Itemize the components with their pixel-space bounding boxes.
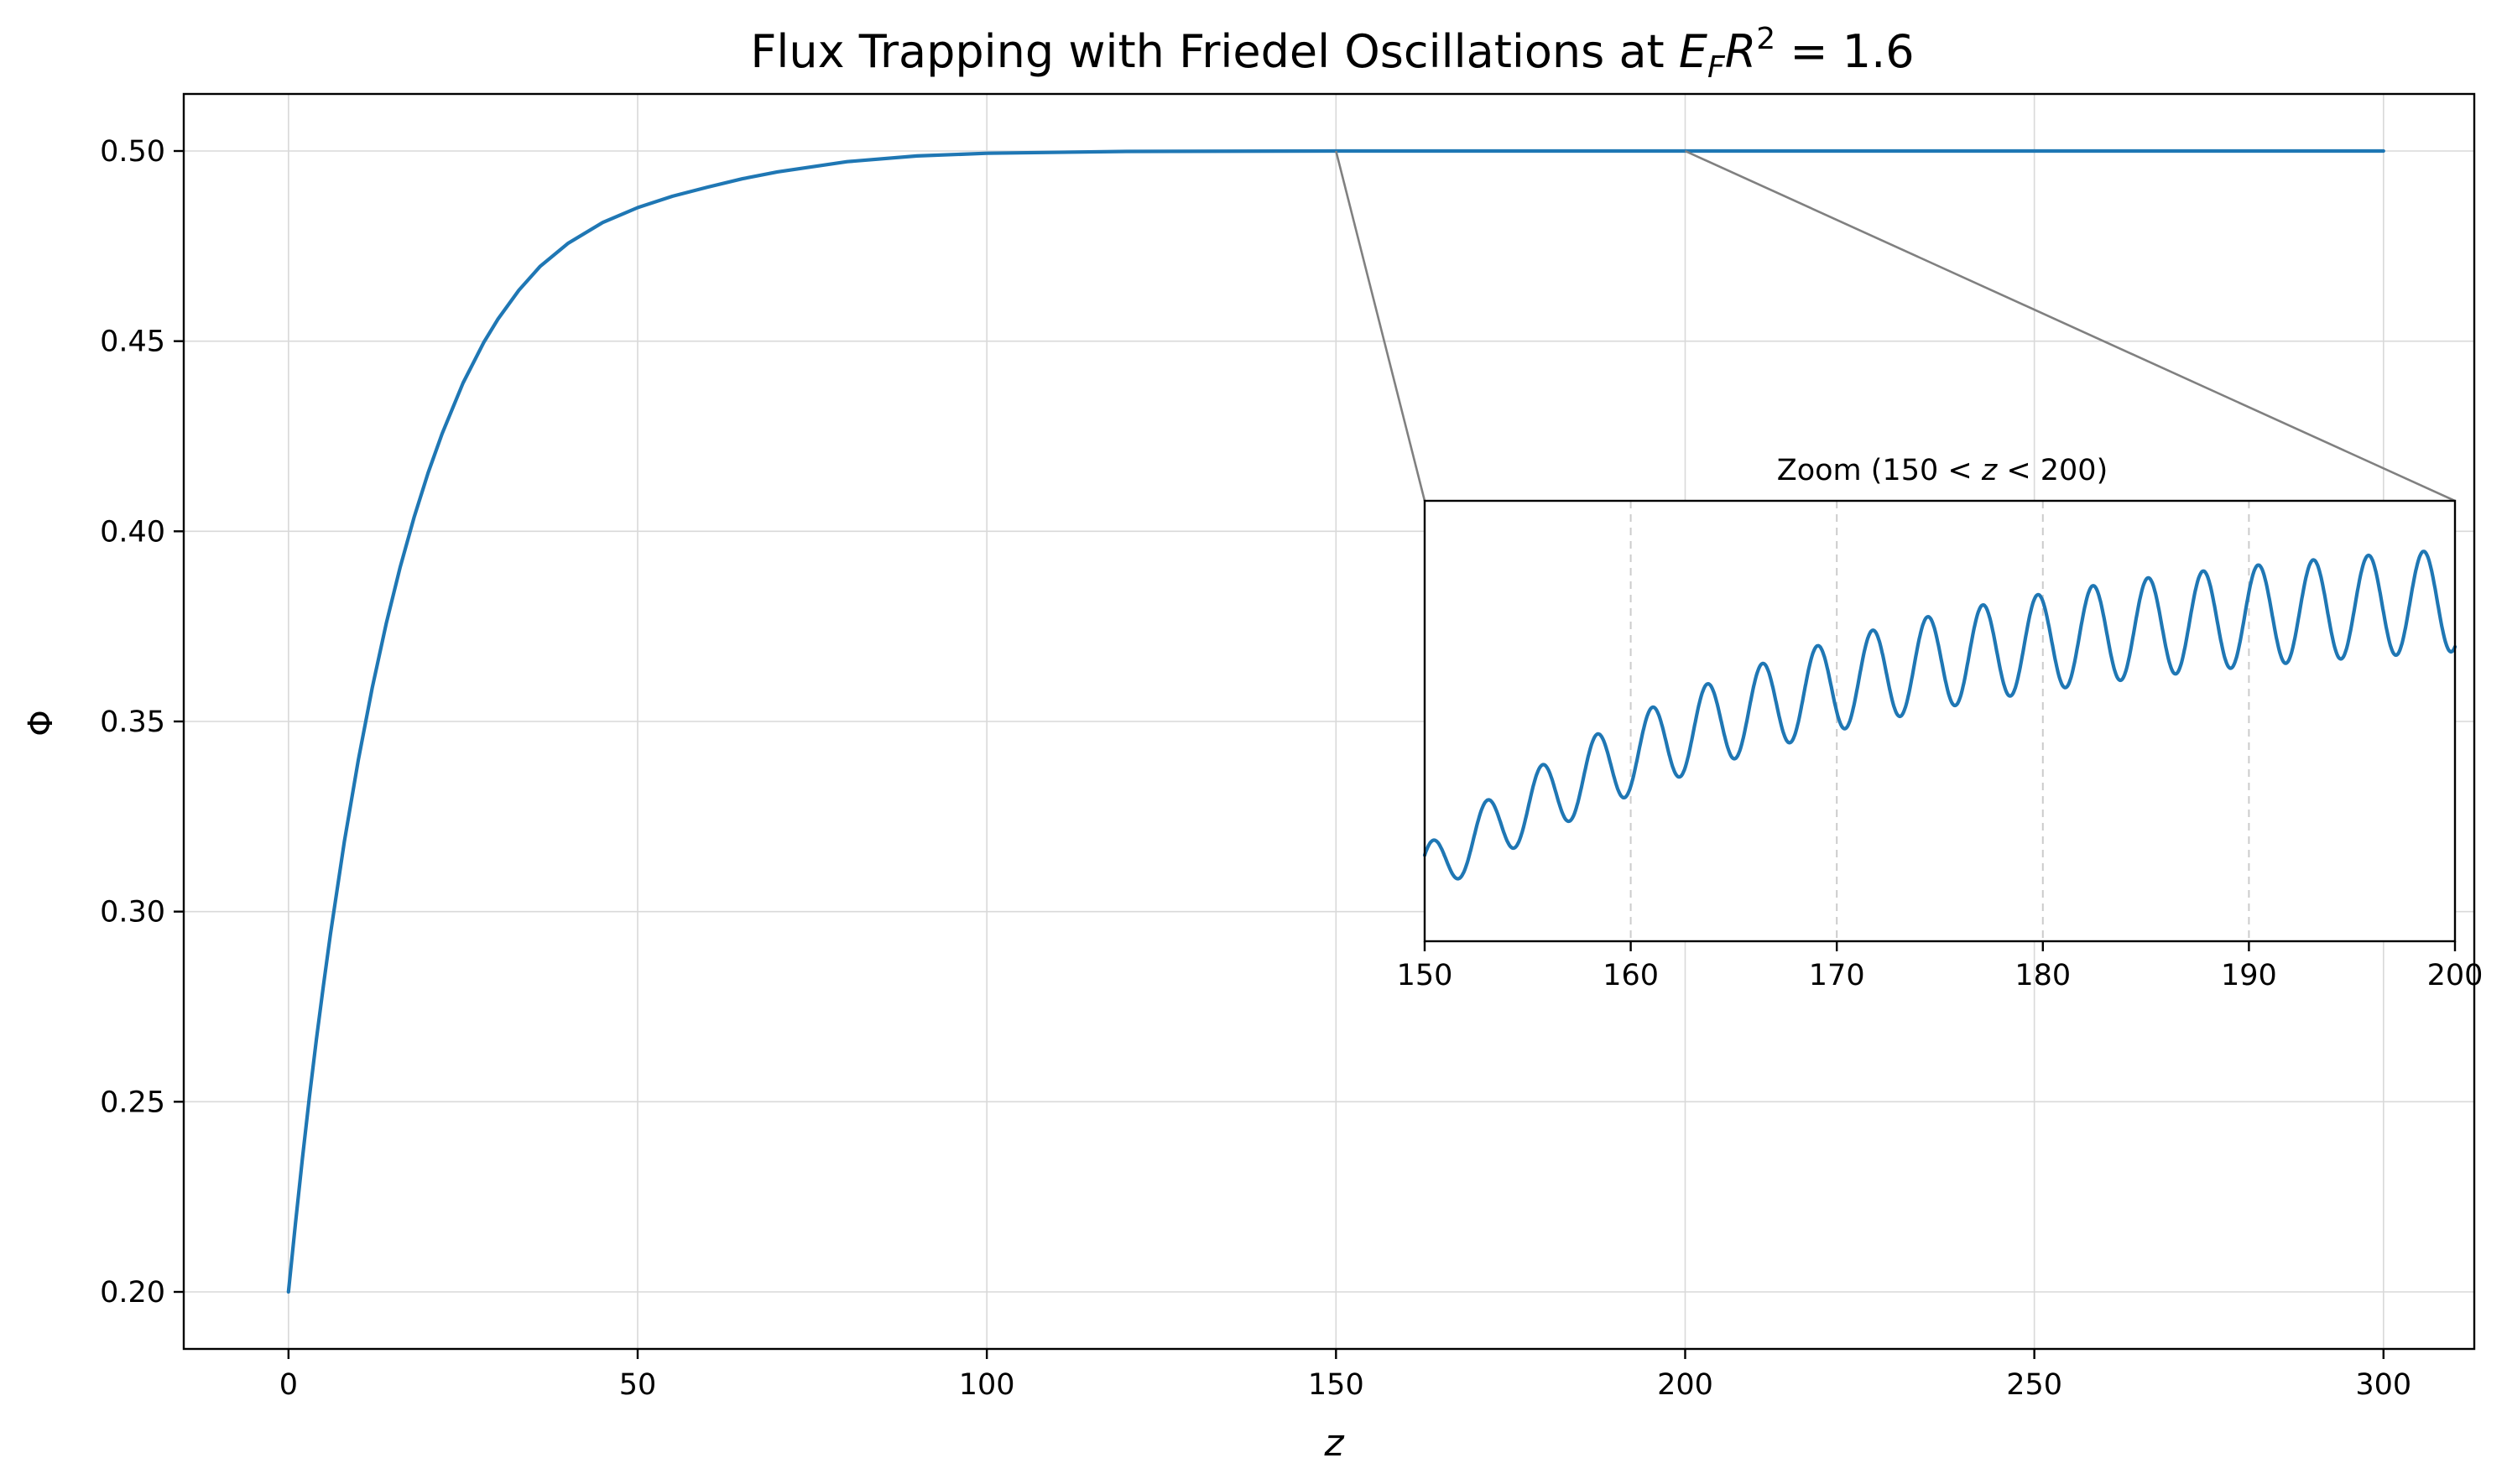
main-x-tick-label: 200 [1657, 1368, 1713, 1402]
inset-plot-frame [1423, 499, 2457, 943]
main-x-ticks: 0 50 100 150 200 250 300 [279, 1349, 2411, 1402]
inset-x-tick-label: 190 [2221, 959, 2277, 992]
inset-title: Zoom (150 < z < 200) [1777, 454, 2108, 487]
inset-plot: 150 160 170 180 190 200 Zoom (150 < z < 200) [1397, 454, 2484, 992]
inset-x-tick-label: 170 [1809, 959, 1865, 992]
x-axis-label: z [1323, 1422, 1344, 1465]
inset-series [1422, 549, 2457, 881]
inset-x-tick-label: 160 [1603, 959, 1659, 992]
main-y-tick-label: 0.30 [100, 896, 165, 929]
inset-background [1425, 501, 2455, 941]
inset-x-tick-label: 150 [1397, 959, 1453, 992]
main-x-tick-label: 100 [959, 1368, 1015, 1402]
main-x-tick-label: 250 [2006, 1368, 2062, 1402]
main-y-ticks: 0.20 0.25 0.30 0.35 0.40 0.45 0.50 [100, 135, 184, 1310]
zoom-connector-lines [1335, 149, 2456, 502]
zoom-connector-right [1684, 149, 2456, 502]
inset-series-line [1422, 549, 2457, 881]
zoom-connector-left [1335, 150, 1426, 502]
main-y-tick-label: 0.20 [100, 1276, 165, 1310]
inset-gridlines [1629, 501, 2250, 941]
y-axis-label: Φ [22, 710, 60, 736]
main-y-tick-label: 0.50 [100, 135, 165, 169]
main-x-tick-label: 300 [2355, 1368, 2411, 1402]
main-series [286, 148, 2385, 1294]
inset-x-tick-label: 180 [2014, 959, 2071, 992]
main-series-line [286, 148, 2385, 1294]
inset-x-tick-label: 200 [2427, 959, 2484, 992]
main-x-tick-label: 0 [279, 1368, 298, 1402]
main-y-tick-label: 0.25 [100, 1086, 165, 1119]
main-y-tick-label: 0.35 [100, 706, 165, 739]
chart-title: Flux Trapping with Friedel Oscillations … [750, 22, 1914, 85]
inset-x-ticks: 150 160 170 180 190 200 [1397, 941, 2484, 992]
main-x-tick-label: 50 [619, 1368, 657, 1402]
main-y-tick-label: 0.40 [100, 515, 165, 549]
main-y-tick-label: 0.45 [100, 325, 165, 359]
main-x-tick-label: 150 [1308, 1368, 1364, 1402]
